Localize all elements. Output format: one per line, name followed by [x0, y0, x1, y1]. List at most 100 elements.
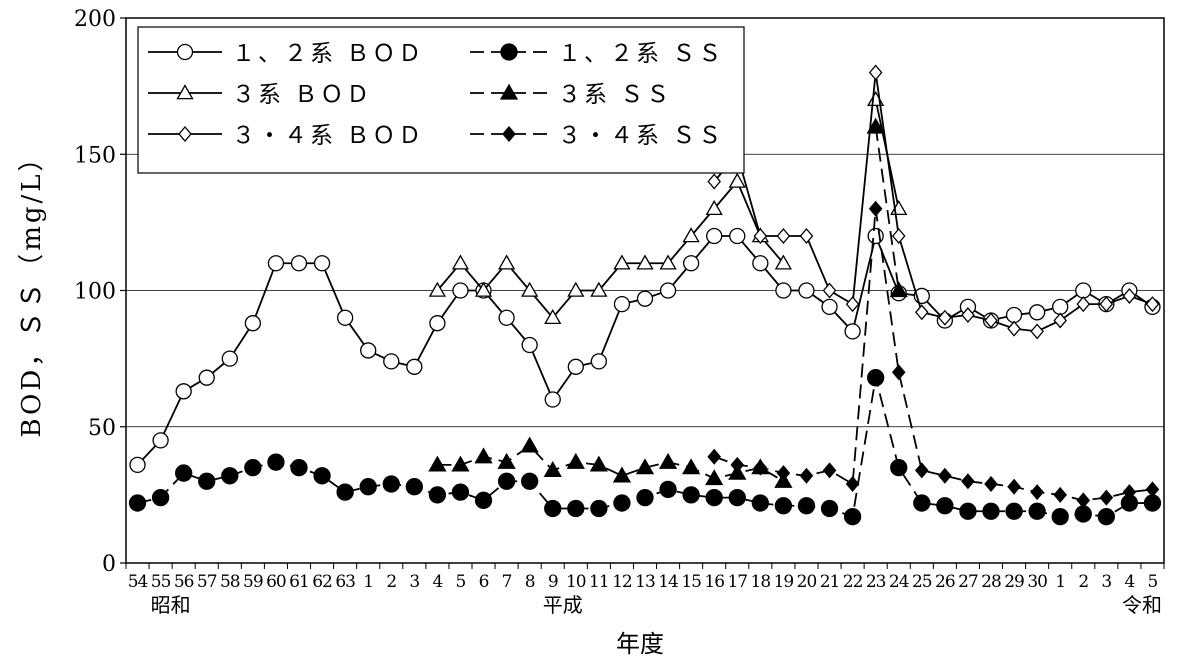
data-point: [1099, 489, 1114, 506]
data-point: [590, 353, 608, 370]
x-tick-label: 62: [312, 572, 332, 592]
data-point: [799, 467, 814, 484]
x-tick-label: 56: [174, 572, 194, 592]
data-point: [913, 494, 931, 512]
data-point: [313, 255, 331, 272]
x-tick-label: 22: [843, 572, 863, 592]
data-point: [730, 456, 745, 473]
data-point: [1099, 296, 1114, 313]
data-point: [613, 295, 631, 313]
x-tick-label: 8: [525, 572, 535, 592]
data-point: [1053, 486, 1068, 503]
x-tick-label: 16: [704, 572, 724, 592]
era-label: 平成: [543, 593, 583, 617]
x-tick-label: 21: [820, 572, 840, 592]
data-point: [221, 350, 238, 367]
data-point: [613, 254, 631, 270]
data-point: [544, 308, 562, 325]
x-tick-label: 4: [1124, 572, 1134, 592]
data-point: [682, 458, 701, 475]
data-point: [707, 173, 722, 190]
data-point: [636, 290, 654, 307]
data-point: [176, 43, 194, 61]
data-point: [822, 462, 837, 479]
data-point: [544, 391, 561, 408]
data-point: [175, 383, 192, 400]
x-tick-label: 12: [612, 572, 632, 592]
data-point: [543, 461, 562, 478]
data-point: [658, 452, 678, 469]
data-point: [383, 353, 400, 370]
data-point: [451, 254, 470, 270]
data-point: [589, 455, 608, 472]
data-point: [290, 458, 308, 477]
x-tick-label: 15: [681, 572, 701, 592]
data-point: [890, 458, 908, 477]
data-point: [128, 494, 147, 512]
series-line: [437, 444, 784, 483]
x-tick-label: 7: [502, 572, 512, 592]
data-point: [267, 255, 285, 272]
data-point: [707, 448, 722, 465]
data-point: [1122, 287, 1137, 304]
x-tick-label: 20: [797, 572, 817, 592]
data-point: [451, 455, 470, 472]
data-point: [612, 466, 632, 483]
data-point: [1145, 481, 1160, 498]
data-point: [868, 200, 883, 217]
era-label: 令和: [1122, 593, 1162, 617]
series-6: [707, 200, 1160, 509]
data-point: [659, 282, 677, 299]
data-point: [313, 467, 331, 485]
x-tick-label: 5: [1148, 572, 1158, 592]
data-point: [244, 458, 262, 477]
data-point: [198, 369, 215, 386]
x-tick-label: 9: [548, 572, 558, 592]
x-tick-label: 2: [386, 572, 396, 592]
x-tick-label: 59: [243, 572, 263, 592]
x-tick-label: 63: [335, 572, 355, 592]
data-point: [868, 64, 883, 81]
data-point: [497, 254, 516, 270]
x-tick-label: 23: [866, 572, 886, 592]
data-point: [728, 172, 746, 188]
x-tick-label: 18: [751, 572, 771, 592]
data-point: [961, 307, 975, 324]
legend-label: １、２系 ＳＳ: [558, 41, 724, 67]
data-point: [244, 315, 262, 332]
data-point: [567, 358, 584, 375]
x-tick-label: 57: [197, 572, 217, 592]
data-point: [521, 336, 538, 354]
data-point: [452, 282, 469, 299]
data-point: [751, 494, 769, 512]
data-point: [797, 497, 816, 515]
data-point: [428, 455, 447, 472]
data-point: [1076, 492, 1091, 509]
data-point: [891, 364, 906, 381]
data-point: [1097, 508, 1115, 526]
data-point: [336, 309, 354, 326]
data-point: [844, 323, 861, 340]
data-point: [1028, 304, 1046, 321]
x-tick-label: 54: [128, 572, 148, 592]
data-point: [775, 282, 792, 299]
data-point: [753, 227, 768, 245]
data-point: [866, 117, 885, 134]
data-point: [590, 281, 608, 297]
data-point: [1007, 320, 1021, 337]
data-point: [1143, 494, 1162, 512]
series-group: [128, 64, 1162, 526]
legend-label: １、２系 ＢＯＤ: [232, 41, 424, 67]
data-point: [776, 465, 791, 482]
data-point: [129, 456, 146, 474]
data-point: [521, 281, 539, 297]
data-point: [1076, 296, 1091, 313]
data-point: [497, 472, 516, 490]
data-point: [936, 497, 954, 515]
data-point: [474, 447, 493, 464]
data-point: [176, 84, 194, 100]
data-point: [474, 281, 493, 297]
data-point: [843, 508, 862, 526]
